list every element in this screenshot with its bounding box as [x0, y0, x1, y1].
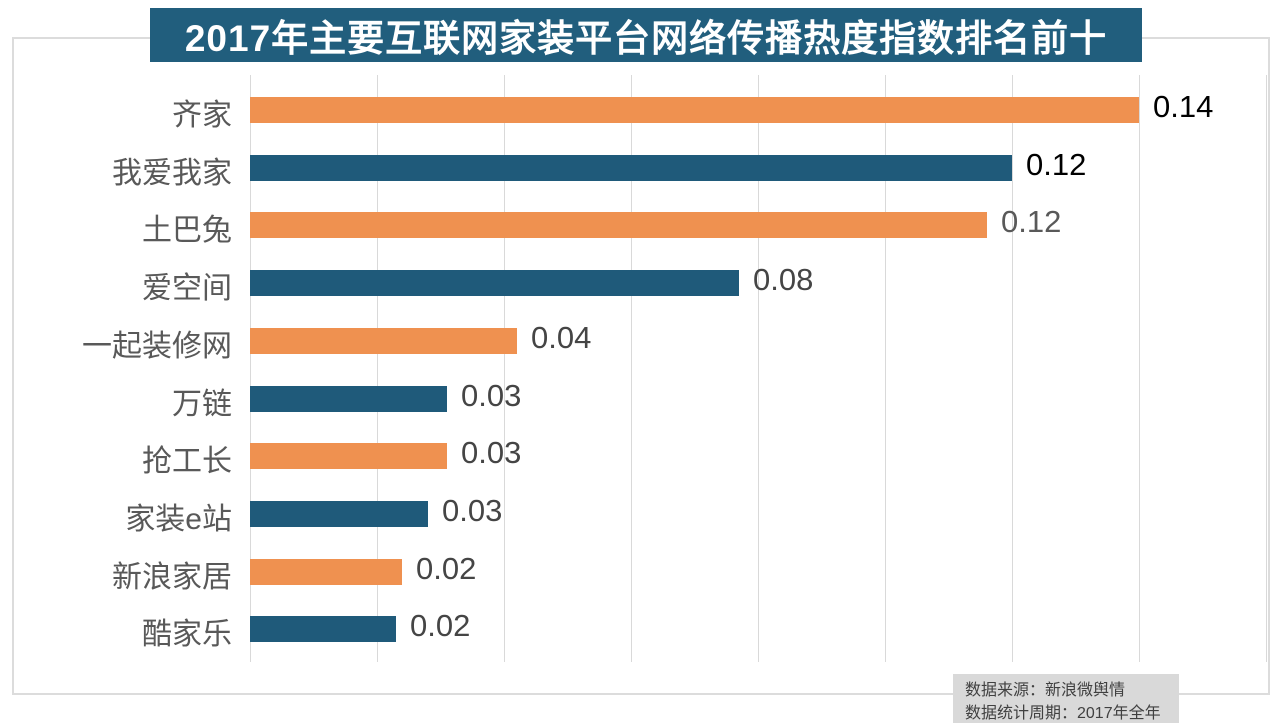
data-source-line: 数据来源：新浪微舆情	[965, 682, 1126, 699]
bar	[250, 97, 1139, 123]
bar	[250, 270, 739, 296]
category-label: 齐家	[172, 99, 232, 132]
value-label: 0.12	[1026, 147, 1087, 182]
value-label: 0.14	[1153, 89, 1214, 124]
source-note: 数据来源：新浪微舆情 数据统计周期：2017年全年	[953, 674, 1179, 723]
value-label: 0.03	[461, 378, 522, 413]
bar	[250, 616, 396, 642]
bar	[250, 501, 428, 527]
category-label: 万链	[172, 388, 232, 421]
value-label: 0.12	[1001, 204, 1062, 239]
gridline	[377, 75, 378, 662]
category-label: 抢工长	[142, 445, 232, 478]
chart-border	[12, 37, 1270, 695]
gridline	[1139, 75, 1140, 662]
gridline	[504, 75, 505, 662]
bar	[250, 443, 447, 469]
value-label: 0.02	[410, 608, 471, 643]
value-label: 0.04	[531, 320, 592, 355]
category-label: 我爱我家	[112, 157, 232, 190]
bar	[250, 386, 447, 412]
value-label: 0.03	[442, 493, 503, 528]
gridline	[631, 75, 632, 662]
bar	[250, 155, 1012, 181]
category-label: 新浪家居	[112, 561, 232, 594]
gridline	[885, 75, 886, 662]
category-label: 家装e站	[125, 503, 232, 536]
bar	[250, 212, 987, 238]
gridline	[250, 75, 251, 662]
category-label: 爱空间	[142, 272, 232, 305]
gridline	[1266, 75, 1267, 662]
category-label: 土巴兔	[142, 214, 232, 247]
bar	[250, 328, 517, 354]
value-label: 0.03	[461, 435, 522, 470]
gridline	[1012, 75, 1013, 662]
category-label: 酷家乐	[142, 618, 232, 651]
category-label: 一起装修网	[82, 330, 232, 363]
chart-title: 2017年主要互联网家装平台网络传播热度指数排名前十	[150, 8, 1142, 62]
gridline	[758, 75, 759, 662]
value-label: 0.08	[753, 262, 814, 297]
bar	[250, 559, 402, 585]
value-label: 0.02	[416, 551, 477, 586]
data-period-line: 数据统计周期：2017年全年	[965, 705, 1161, 722]
